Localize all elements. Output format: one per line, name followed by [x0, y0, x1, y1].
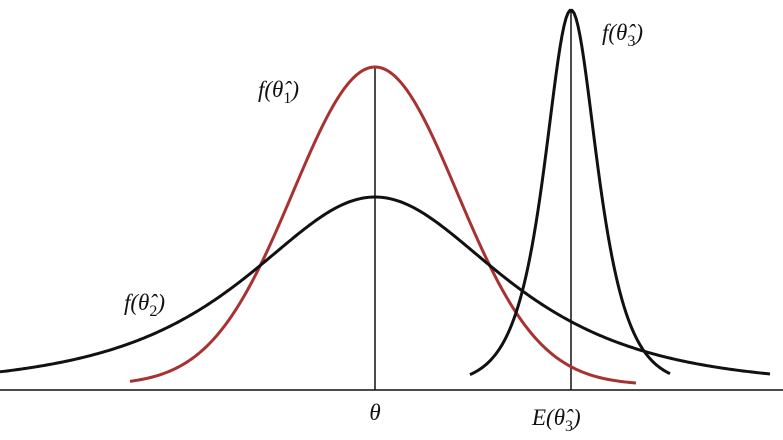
label-text: ) — [633, 20, 643, 45]
label-sub: 3 — [627, 33, 635, 50]
label-text: ) — [571, 405, 581, 430]
label-e3: E(θ̂3) — [531, 405, 581, 435]
curve-f1 — [129, 65, 637, 385]
label-sub: 3 — [565, 418, 573, 435]
label-f2: f(θ̂2) — [124, 290, 165, 320]
label-text: ) — [289, 77, 299, 102]
label-sub: 1 — [283, 90, 291, 107]
label-sub: 2 — [149, 303, 157, 320]
curve-f2 — [0, 195, 771, 376]
label-f1: f(θ̂1) — [258, 77, 299, 107]
label-theta: θ — [369, 400, 380, 425]
label-f3: f(θ̂3) — [602, 20, 643, 50]
label-text: ) — [155, 290, 165, 315]
curve-f3 — [469, 8, 671, 376]
